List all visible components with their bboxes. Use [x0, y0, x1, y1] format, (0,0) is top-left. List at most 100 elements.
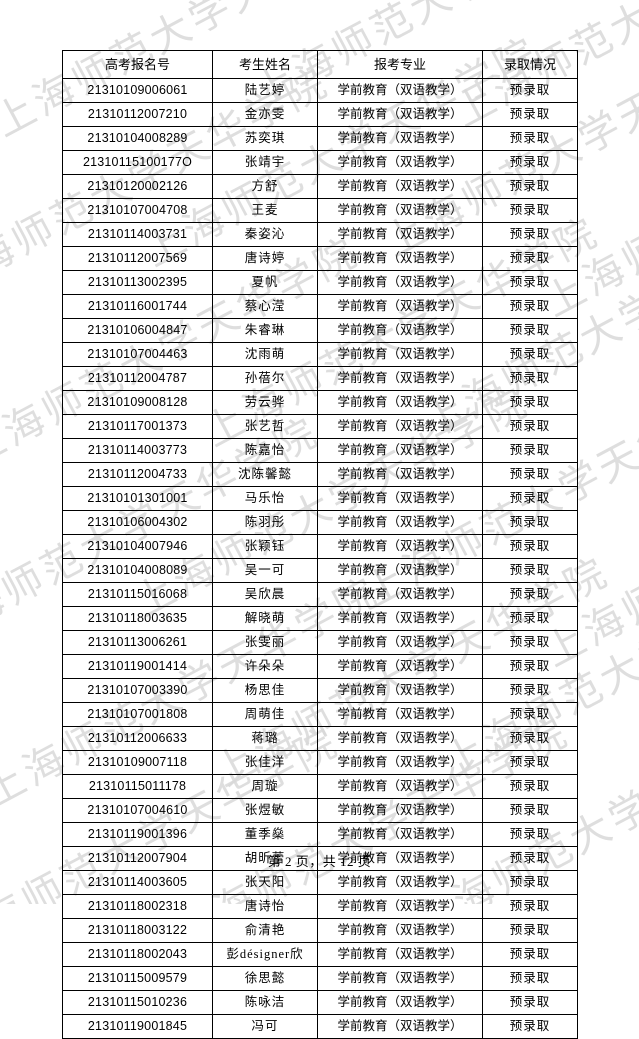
cell-candidate-name: 周萌佳 [212, 702, 318, 727]
cell-admission-status: 预录取 [482, 222, 578, 247]
cell-exam-id: 21310112004787 [62, 366, 213, 391]
table-row: 21310113006261 张雯丽 学前教育（双语教学） 预录取 [62, 630, 578, 655]
cell-major: 学前教育（双语教学） [317, 534, 483, 559]
cell-exam-id: 21310119001414 [62, 654, 213, 679]
cell-admission-status: 预录取 [482, 966, 578, 991]
table-row: 21310120002126 方舒 学前教育（双语教学） 预录取 [62, 174, 578, 199]
cell-exam-id: 21310112006633 [62, 726, 213, 751]
cell-candidate-name: 解晓萌 [212, 606, 318, 631]
cell-admission-status: 预录取 [482, 630, 578, 655]
table-row: 21310115100177O 张靖宇 学前教育（双语教学） 预录取 [62, 150, 578, 175]
cell-admission-status: 预录取 [482, 942, 578, 967]
cell-candidate-name: 徐思懿 [212, 966, 318, 991]
cell-admission-status: 预录取 [482, 270, 578, 295]
cell-admission-status: 预录取 [482, 126, 578, 151]
cell-candidate-name: 陈嘉怡 [212, 438, 318, 463]
cell-exam-id: 21310107003390 [62, 678, 213, 703]
cell-exam-id: 21310118002043 [62, 942, 213, 967]
table-row: 21310112007210 金亦雯 学前教育（双语教学） 预录取 [62, 102, 578, 127]
table-row: 21310112006633 蒋璐 学前教育（双语教学） 预录取 [62, 726, 578, 751]
cell-exam-id: 21310109006061 [62, 78, 213, 103]
table-row: 21310112007569 唐诗婷 学前教育（双语教学） 预录取 [62, 246, 578, 271]
cell-admission-status: 预录取 [482, 1014, 578, 1039]
cell-major: 学前教育（双语教学） [317, 726, 483, 751]
cell-exam-id: 21310120002126 [62, 174, 213, 199]
cell-admission-status: 预录取 [482, 558, 578, 583]
cell-admission-status: 预录取 [482, 102, 578, 127]
header-major: 报考专业 [317, 50, 483, 79]
cell-admission-status: 预录取 [482, 750, 578, 775]
cell-major: 学前教育（双语教学） [317, 558, 483, 583]
cell-exam-id: 21310113006261 [62, 630, 213, 655]
cell-candidate-name: 苏奕琪 [212, 126, 318, 151]
cell-major: 学前教育（双语教学） [317, 750, 483, 775]
cell-exam-id: 21310115010236 [62, 990, 213, 1015]
cell-exam-id: 21310115009579 [62, 966, 213, 991]
table-row: 21310119001414 许朵朵 学前教育（双语教学） 预录取 [62, 654, 578, 679]
table-row: 21310101301001 马乐怡 学前教育（双语教学） 预录取 [62, 486, 578, 511]
cell-major: 学前教育（双语教学） [317, 654, 483, 679]
document-page: 高考报名号 考生姓名 报考专业 录取情况 21310109006061 陆艺婷 学前… [62, 50, 578, 1039]
cell-major: 学前教育（双语教学） [317, 870, 483, 895]
cell-candidate-name: 方舒 [212, 174, 318, 199]
cell-major: 学前教育（双语教学） [317, 966, 483, 991]
cell-exam-id: 21310107001808 [62, 702, 213, 727]
cell-admission-status: 预录取 [482, 726, 578, 751]
cell-major: 学前教育（双语教学） [317, 270, 483, 295]
cell-major: 学前教育（双语教学） [317, 102, 483, 127]
cell-candidate-name: 陆艺婷 [212, 78, 318, 103]
cell-candidate-name: 许朵朵 [212, 654, 318, 679]
table-row: 21310114003731 秦姿沁 学前教育（双语教学） 预录取 [62, 222, 578, 247]
cell-major: 学前教育（双语教学） [317, 318, 483, 343]
cell-admission-status: 预录取 [482, 486, 578, 511]
table-row: 21310106004302 陈羽彤 学前教育（双语教学） 预录取 [62, 510, 578, 535]
cell-major: 学前教育（双语教学） [317, 222, 483, 247]
cell-major: 学前教育（双语教学） [317, 246, 483, 271]
cell-admission-status: 预录取 [482, 150, 578, 175]
table-row: 21310106004847 朱睿琳 学前教育（双语教学） 预录取 [62, 318, 578, 343]
cell-candidate-name: 胡昕蕾 [212, 846, 318, 871]
table-row: 21310107004610 张煜敏 学前教育（双语教学） 预录取 [62, 798, 578, 823]
cell-candidate-name: 唐诗怡 [212, 894, 318, 919]
table-row: 21310107004463 沈雨萌 学前教育（双语教学） 预录取 [62, 342, 578, 367]
cell-major: 学前教育（双语教学） [317, 150, 483, 175]
cell-major: 学前教育（双语教学） [317, 486, 483, 511]
cell-admission-status: 预录取 [482, 390, 578, 415]
cell-candidate-name: 冯可 [212, 1014, 318, 1039]
cell-exam-id: 21310107004463 [62, 342, 213, 367]
cell-admission-status: 预录取 [482, 414, 578, 439]
table-row: 21310112004787 孙蓓尔 学前教育（双语教学） 预录取 [62, 366, 578, 391]
cell-candidate-name: 周璇 [212, 774, 318, 799]
cell-major: 学前教育（双语教学） [317, 438, 483, 463]
table-row: 21310113002395 夏帆 学前教育（双语教学） 预录取 [62, 270, 578, 295]
cell-major: 学前教育（双语教学） [317, 894, 483, 919]
table-row: 21310109006061 陆艺婷 学前教育（双语教学） 预录取 [62, 78, 578, 103]
cell-admission-status: 预录取 [482, 198, 578, 223]
cell-major: 学前教育（双语教学） [317, 942, 483, 967]
cell-exam-id: 21310115011178 [62, 774, 213, 799]
cell-exam-id: 21310106004302 [62, 510, 213, 535]
cell-major: 学前教育（双语教学） [317, 918, 483, 943]
cell-exam-id: 21310107004610 [62, 798, 213, 823]
cell-exam-id: 21310107004708 [62, 198, 213, 223]
cell-major: 学前教育（双语教学） [317, 1014, 483, 1039]
cell-candidate-name: 秦姿沁 [212, 222, 318, 247]
cell-exam-id: 21310101301001 [62, 486, 213, 511]
cell-major: 学前教育（双语教学） [317, 702, 483, 727]
cell-exam-id: 21310112007569 [62, 246, 213, 271]
cell-exam-id: 21310119001396 [62, 822, 213, 847]
table-row: 21310109007118 张佳洋 学前教育（双语教学） 预录取 [62, 750, 578, 775]
cell-exam-id: 21310112004733 [62, 462, 213, 487]
cell-major: 学前教育（双语教学） [317, 990, 483, 1015]
cell-candidate-name: 孙蓓尔 [212, 366, 318, 391]
cell-exam-id: 21310114003731 [62, 222, 213, 247]
cell-admission-status: 预录取 [482, 318, 578, 343]
cell-major: 学前教育（双语教学） [317, 606, 483, 631]
cell-exam-id: 21310118003122 [62, 918, 213, 943]
cell-major: 学前教育（双语教学） [317, 462, 483, 487]
cell-exam-id: 21310114003773 [62, 438, 213, 463]
cell-major: 学前教育（双语教学） [317, 390, 483, 415]
cell-candidate-name: 马乐怡 [212, 486, 318, 511]
cell-exam-id: 21310116001744 [62, 294, 213, 319]
cell-admission-status: 预录取 [482, 582, 578, 607]
